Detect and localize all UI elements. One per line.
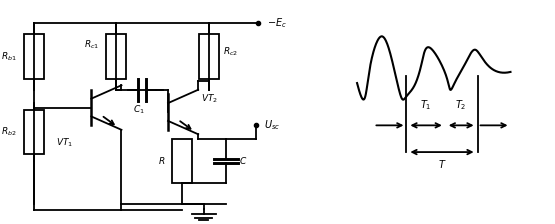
Text: $VT_2$: $VT_2$ <box>201 92 218 105</box>
Text: $R$: $R$ <box>158 155 165 166</box>
Text: $C$: $C$ <box>239 155 248 166</box>
Bar <box>199 34 219 79</box>
Text: $T$: $T$ <box>438 158 446 170</box>
Text: $R_{b2}$: $R_{b2}$ <box>1 126 17 138</box>
Bar <box>172 139 191 183</box>
Text: $R_{c2}$: $R_{c2}$ <box>223 46 238 58</box>
Text: $R_{c1}$: $R_{c1}$ <box>84 39 99 52</box>
Text: $VT_1$: $VT_1$ <box>56 136 73 149</box>
Text: $T_1$: $T_1$ <box>420 98 431 112</box>
Text: $C_1$: $C_1$ <box>133 103 145 116</box>
Text: $R_{b1}$: $R_{b1}$ <box>1 50 17 62</box>
Text: $-E_c$: $-E_c$ <box>266 16 286 30</box>
Text: $U_{sc}$: $U_{sc}$ <box>264 118 280 132</box>
Text: $T_2$: $T_2$ <box>456 98 467 112</box>
Bar <box>24 34 44 79</box>
Bar <box>24 110 44 154</box>
Bar <box>106 34 126 79</box>
